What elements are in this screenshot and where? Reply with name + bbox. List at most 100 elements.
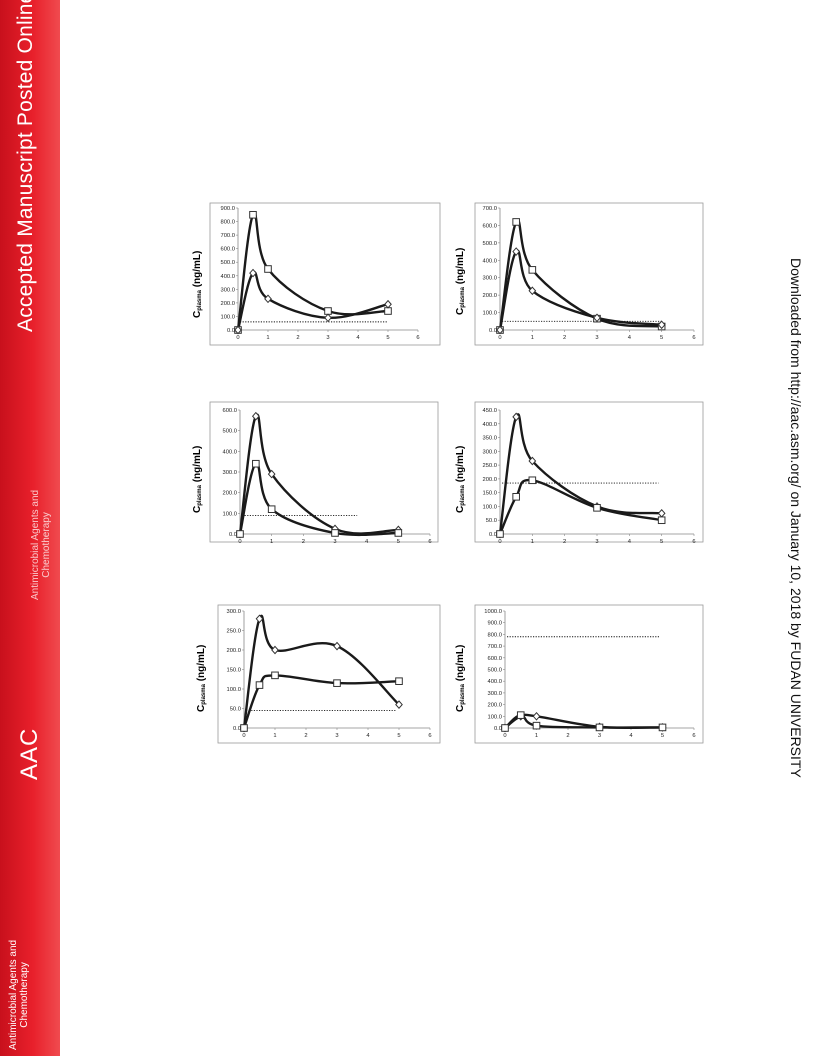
diamond-point: [593, 313, 601, 323]
y-tick-label: 0.0: [489, 328, 497, 334]
y-tick-label: 400.0: [482, 422, 497, 428]
x-tick-label: 3: [333, 539, 336, 545]
chart-panel-4: 0.0 50.0 100.0 150.0 200.0 250.0 300.0 350.0 400…: [474, 401, 704, 545]
y-tick-label: 0.0: [233, 726, 241, 732]
y-tick-label: 0.0: [489, 532, 497, 538]
y-axis-label: Cplasma (ng/mL): [196, 645, 207, 712]
chart-panel-1: 0.0 100.0 200.0 300.0 400.0 500.0 600.0 700.0 80…: [209, 202, 441, 346]
y-tick-label: 200.0: [482, 293, 497, 299]
y-tick-label: 0.0: [229, 532, 237, 538]
diamond-point: [395, 700, 403, 709]
x-tick-label: 6: [428, 539, 431, 545]
y-tick-label: 200.0: [482, 477, 497, 483]
y-tick-label: 900.0: [220, 206, 235, 212]
square-point: [501, 724, 509, 732]
y-tick-label: 400.0: [482, 258, 497, 264]
square-point: [324, 307, 332, 315]
x-tick-label: 5: [397, 733, 400, 739]
square-point: [249, 210, 257, 219]
y-label-symbol: C: [196, 704, 207, 712]
y-tick-label: 150.0: [482, 491, 497, 497]
chart-panel-5: 0.0 50.0 100.0 150.0 200.0 250.0 300.0 0 1 2 3 4 5 6: [217, 604, 441, 744]
diamond-point: [384, 299, 392, 309]
x-tick-label: 5: [661, 733, 664, 739]
x-tick-label: 2: [563, 539, 566, 545]
y-axis-label: Cplasma (ng/mL): [192, 446, 203, 513]
x-tick-label: 1: [270, 539, 273, 545]
y-tick-label: 300.0: [220, 287, 235, 293]
y-tick-label: 600.0: [487, 656, 502, 662]
chart-frame: [209, 401, 439, 543]
square-point: [331, 529, 339, 537]
journal-sidebar: Accepted Manuscript Posted Online Antimi…: [0, 0, 60, 1056]
y-tick-label: 500.0: [487, 668, 502, 674]
y-label-subscript: plasma: [460, 287, 466, 308]
chart-frame: [474, 401, 704, 543]
square-point: [496, 530, 504, 538]
x-tick-label: 0: [238, 539, 241, 545]
y-tick-label: 700.0: [220, 233, 235, 239]
y-tick-label: 50.0: [230, 707, 241, 713]
x-tick-label: 6: [692, 335, 695, 341]
y-label-subscript: plasma: [197, 485, 203, 506]
y-tick-label: 1000.0: [484, 609, 502, 615]
x-tick-label: 0: [236, 335, 239, 341]
y-tick-label: 450.0: [482, 408, 497, 414]
y-tick-label: 500.0: [482, 241, 497, 247]
y-label-subscript: plasma: [197, 290, 203, 311]
y-tick-label: 200.0: [487, 703, 502, 709]
y-axis-label: Cplasma (ng/mL): [455, 645, 466, 712]
diamond-point: [324, 313, 332, 323]
y-tick-label: 400.0: [220, 274, 235, 280]
y-label-unit: (ng/mL): [192, 250, 203, 291]
chart-frame: [217, 604, 441, 744]
x-tick-label: 2: [302, 539, 305, 545]
y-tick-label: 300.0: [487, 691, 502, 697]
x-tick-label: 4: [366, 733, 370, 739]
diamond-point: [532, 711, 541, 721]
y-label-unit: (ng/mL): [192, 445, 203, 486]
y-tick-label: 400.0: [487, 679, 502, 685]
x-tick-label: 3: [326, 335, 329, 341]
y-tick-label: 500.0: [220, 260, 235, 266]
y-tick-label: 100.0: [222, 511, 237, 517]
x-tick-label: 2: [563, 335, 566, 341]
x-tick-label: 6: [428, 733, 431, 739]
diamond-point: [657, 320, 666, 330]
square-point: [512, 493, 520, 501]
chart-panel-2: 0.0 100.0 200.0 300.0 400.0 500.0 600.0 700.0 0 1…: [474, 202, 704, 346]
y-tick-label: 100.0: [220, 314, 235, 320]
x-tick-label: 3: [598, 733, 601, 739]
y-tick-label: 0.0: [494, 726, 502, 732]
x-tick-label: 4: [628, 335, 632, 341]
diamond-point: [251, 411, 260, 421]
square-point: [271, 671, 279, 680]
y-label-symbol: C: [192, 505, 203, 513]
y-label-subscript: plasma: [460, 684, 466, 705]
y-label-subscript: plasma: [460, 485, 466, 506]
square-point: [657, 516, 666, 525]
y-label-symbol: C: [455, 307, 466, 315]
y-tick-label: 250.0: [226, 629, 241, 635]
y-tick-label: 350.0: [482, 436, 497, 442]
y-tick-label: 400.0: [222, 449, 237, 455]
x-tick-label: 1: [535, 733, 538, 739]
y-tick-label: 100.0: [487, 714, 502, 720]
x-tick-label: 0: [503, 733, 506, 739]
x-tick-label: 6: [416, 335, 419, 341]
x-tick-label: 6: [692, 733, 695, 739]
x-tick-label: 2: [304, 733, 307, 739]
diamond-point: [528, 286, 537, 296]
x-tick-label: 2: [296, 335, 299, 341]
square-point: [240, 724, 248, 732]
square-point: [267, 505, 276, 513]
x-tick-label: 0: [498, 539, 501, 545]
chart-panel-6: 0.0 100.0 200.0 300.0 400.0 500.0 600.0 700.0 80…: [474, 604, 704, 744]
y-tick-label: 300.0: [222, 470, 237, 476]
y-tick-label: 150.0: [226, 668, 241, 674]
x-tick-label: 4: [629, 733, 633, 739]
x-tick-label: 1: [531, 335, 534, 341]
x-tick-label: 1: [273, 733, 276, 739]
square-point: [255, 681, 264, 689]
diamond-point: [249, 268, 257, 278]
